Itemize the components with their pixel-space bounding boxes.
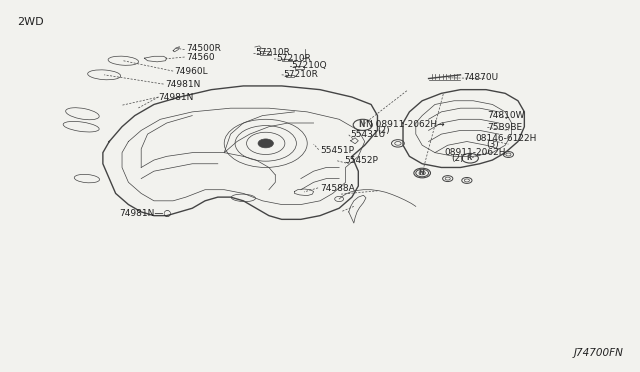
Text: 57210R: 57210R	[284, 70, 319, 79]
Text: N: N	[358, 121, 365, 129]
Text: R: R	[467, 155, 472, 161]
Text: 57210R: 57210R	[276, 54, 312, 63]
Text: 75B9BE: 75B9BE	[487, 123, 522, 132]
Text: 74981N—○: 74981N—○	[119, 209, 171, 218]
Text: 55452P: 55452P	[344, 155, 378, 164]
Text: N 08911-2062H→: N 08911-2062H→	[366, 121, 445, 129]
Text: 74981N: 74981N	[159, 93, 194, 102]
Text: (2): (2)	[451, 154, 463, 163]
Text: 08911-2062H: 08911-2062H	[444, 148, 506, 157]
Text: 55431U: 55431U	[351, 130, 386, 140]
Text: 74500R: 74500R	[186, 44, 221, 53]
Text: 74810W: 74810W	[487, 111, 525, 120]
Text: 74560: 74560	[186, 52, 214, 61]
Text: (2): (2)	[378, 126, 390, 135]
Text: 08146-6122H: 08146-6122H	[476, 134, 537, 144]
Text: 74960L: 74960L	[174, 67, 208, 76]
Text: 74981N: 74981N	[166, 80, 201, 89]
Text: 74588A: 74588A	[320, 184, 355, 193]
Text: 74870U: 74870U	[464, 73, 499, 82]
Text: J74700FN: J74700FN	[573, 348, 623, 358]
Text: 57210R: 57210R	[255, 48, 290, 57]
Text: 57210Q: 57210Q	[291, 61, 327, 70]
Text: 55451P: 55451P	[320, 146, 354, 155]
Circle shape	[258, 139, 273, 148]
Text: (3): (3)	[486, 140, 499, 149]
Text: 2WD: 2WD	[17, 17, 44, 28]
Text: N: N	[419, 170, 424, 176]
